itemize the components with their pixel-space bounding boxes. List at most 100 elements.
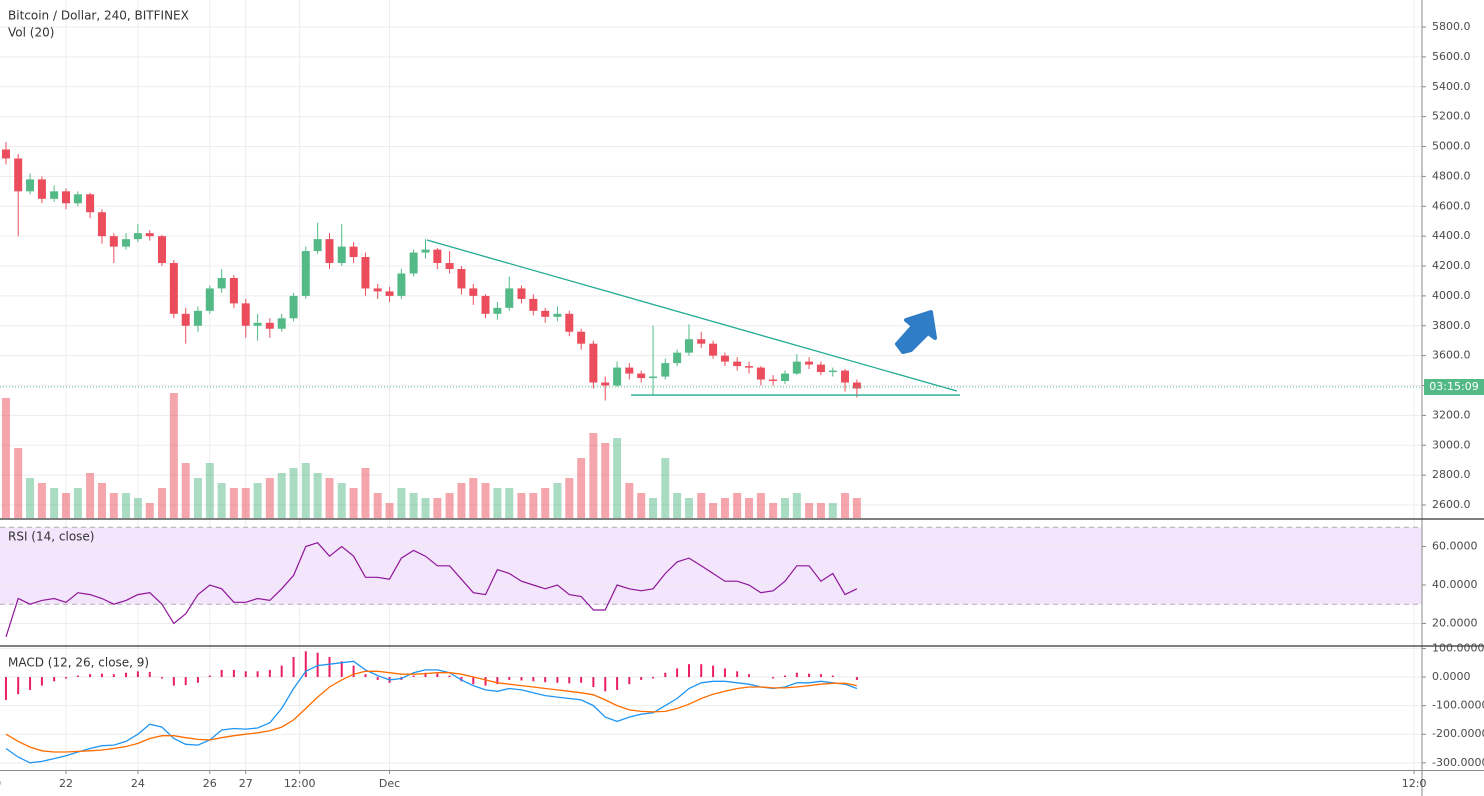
candle-body [816, 364, 825, 373]
y-tick-label: 2800.0 [1432, 468, 1471, 481]
volume-bar [122, 493, 131, 518]
candle-body [481, 295, 490, 314]
y-tick-label: 0.0000 [1432, 670, 1471, 683]
volume-bar [385, 503, 394, 518]
volume-bar [637, 493, 646, 518]
x-tick-label: 24 [131, 777, 145, 790]
y-tick-label: 5400.0 [1432, 80, 1471, 93]
volume-bar [313, 473, 322, 518]
volume-bar [26, 478, 35, 518]
volume-bar [745, 498, 754, 518]
volume-bar [541, 488, 550, 518]
volume-bar [816, 503, 825, 518]
y-tick-label: 5600.0 [1432, 50, 1471, 63]
candle-body [445, 263, 454, 270]
y-tick-label: -100.0000 [1432, 699, 1484, 712]
volume-bar [589, 433, 598, 518]
volume-bar [649, 498, 658, 518]
candle-body [637, 373, 646, 379]
volume-bar [205, 463, 214, 518]
candle-body [73, 194, 82, 204]
candle-body [565, 313, 574, 332]
volume-bar [253, 483, 262, 518]
candle-body [433, 249, 442, 264]
y-tick-label: 60.0000 [1432, 540, 1478, 553]
trend-line [426, 239, 957, 392]
rsi-band [0, 527, 1422, 605]
candle-body [229, 277, 238, 304]
candle-body [97, 212, 106, 237]
volume-bar [193, 478, 202, 518]
volume-bar [181, 463, 190, 518]
candle-body [469, 288, 478, 296]
grid [0, 0, 1422, 770]
candle-body [852, 382, 861, 389]
countdown-label: 03:15:09 [1429, 380, 1478, 393]
volume-bar [445, 493, 454, 518]
volume-bar [97, 483, 106, 518]
x-tick-label: 27 [239, 777, 253, 790]
candle-body [361, 257, 370, 289]
macd-legend: MACD (12, 26, close, 9) [8, 656, 149, 670]
candle-body [145, 233, 154, 237]
rsi-line [5, 542, 858, 638]
volume-bar [86, 473, 95, 518]
candle-body [193, 310, 202, 326]
volume-bar [145, 503, 154, 518]
volume-bar [1, 398, 10, 518]
volume-bar [709, 503, 718, 518]
candle-body [373, 288, 382, 292]
volume-bar [625, 483, 634, 518]
volume-bar [361, 468, 370, 518]
volume-bar [684, 498, 693, 518]
y-tick-label: 5200.0 [1432, 110, 1471, 123]
candle-body [769, 379, 778, 382]
volume-bar [62, 493, 71, 518]
volume-bar [421, 498, 430, 518]
candle-body [265, 322, 274, 329]
candle-body [122, 239, 131, 247]
volume-bar [241, 488, 250, 518]
candle-body [50, 191, 59, 199]
volume-bar [613, 438, 622, 518]
candle-body [661, 363, 670, 377]
volume-bar [217, 483, 226, 518]
volume-bar [661, 458, 670, 518]
y-tick-label: 4800.0 [1432, 169, 1471, 182]
volume-bar [50, 488, 59, 518]
volume-bar [756, 493, 765, 518]
volume-bar [517, 493, 526, 518]
candle-body [828, 370, 837, 373]
volume-bar [277, 473, 286, 518]
volume-bar [852, 498, 861, 518]
y-tick-label: 4400.0 [1432, 229, 1471, 242]
candle-body [529, 298, 538, 311]
candle-body [745, 366, 754, 368]
candle-body [421, 249, 430, 253]
candle-body [253, 322, 262, 326]
volume-bar [577, 458, 586, 518]
volume-legend: Vol (20) [8, 26, 54, 40]
candle-body [241, 303, 250, 326]
y-tick-label: 3600.0 [1432, 349, 1471, 362]
volume-bar [157, 488, 166, 518]
candle-body [205, 288, 214, 311]
volume-bar [697, 493, 706, 518]
volume-bar [780, 498, 789, 518]
countdown-badge [1424, 379, 1484, 396]
candle-body [457, 269, 466, 289]
candle-body [277, 318, 286, 329]
volume-bar [529, 493, 538, 518]
candle-body [301, 251, 310, 296]
candle-body [217, 277, 226, 289]
chart-title: Bitcoin / Dollar, 240, BITFINEX [8, 9, 189, 23]
candle-body [1, 149, 10, 159]
y-tick-label: 5800.0 [1432, 20, 1471, 33]
volume-bar [505, 488, 514, 518]
candle-body [601, 382, 610, 386]
candle-body [517, 288, 526, 299]
volume-bar [229, 488, 238, 518]
candle-body [109, 236, 118, 247]
